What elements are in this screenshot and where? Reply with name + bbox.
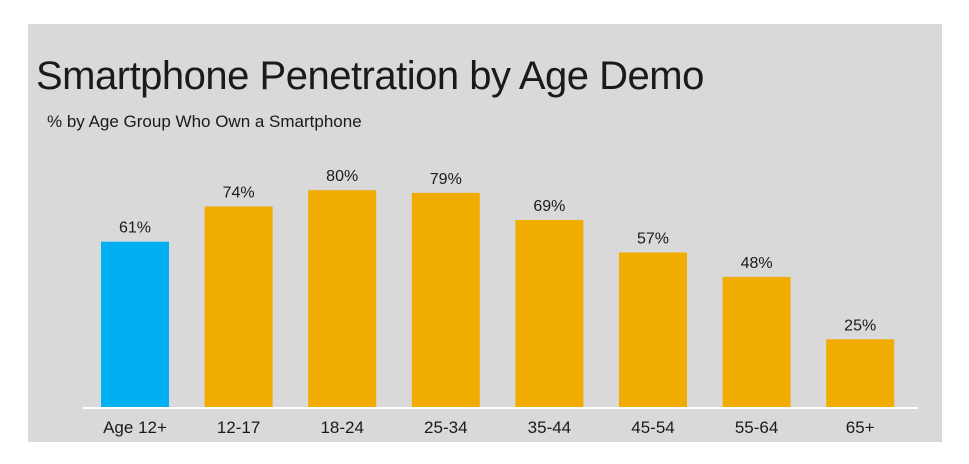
bar-12-17 (204, 206, 273, 407)
data-label: 79% (430, 171, 462, 188)
x-tick-label: Age 12+ (103, 418, 167, 437)
bar-chart: 61% Age 12+ 74% 12-17 80% 18-24 79% 25-34 69% 35-… (83, 168, 918, 437)
chart-title: Smartphone Penetration by Age Demo (36, 54, 704, 98)
data-label: 80% (326, 168, 358, 185)
bar-35-44 (515, 220, 584, 407)
x-tick-label: 35-44 (528, 418, 571, 437)
data-label: 48% (741, 255, 773, 272)
data-label: 69% (533, 198, 565, 215)
x-tick-label: 45-54 (631, 418, 674, 437)
data-label: 25% (844, 317, 876, 334)
chart-subtitle: % by Age Group Who Own a Smartphone (47, 112, 362, 131)
x-tick-label: 65+ (846, 418, 875, 437)
bar-65- (826, 339, 895, 408)
bar-45-54 (619, 252, 687, 407)
bar-18-24 (308, 190, 377, 407)
x-tick-label: 55-64 (735, 418, 778, 437)
x-tick-label: 18-24 (320, 418, 363, 437)
x-tick-label: 12-17 (217, 418, 260, 437)
bar-55-64 (722, 276, 791, 407)
data-label: 57% (637, 231, 669, 248)
bar-25-34 (411, 192, 480, 407)
data-label: 61% (119, 220, 151, 237)
chart-panel: Smartphone Penetration by Age Demo % by … (28, 24, 942, 442)
x-tick-label: 25-34 (424, 418, 467, 437)
data-label: 74% (223, 185, 255, 202)
bar-age-12- (101, 241, 169, 407)
